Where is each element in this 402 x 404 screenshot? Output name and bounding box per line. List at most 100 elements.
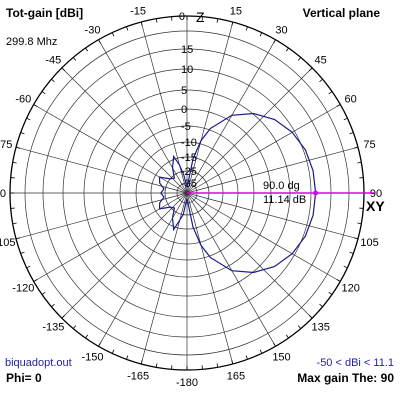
radial-tick-label: -25 bbox=[181, 166, 197, 178]
ring-tick bbox=[245, 26, 248, 31]
ring-tick bbox=[72, 57, 77, 61]
angle-tick-label: -135 bbox=[42, 322, 64, 334]
chart-title: Tot-gain [dBi] bbox=[6, 6, 84, 20]
angle-tick-label: 15 bbox=[230, 5, 242, 17]
ring-tick bbox=[111, 349, 115, 354]
ring-tick bbox=[259, 349, 263, 354]
angle-tick-label: -180 bbox=[176, 377, 198, 389]
grid-spoke bbox=[186, 192, 276, 347]
ring-tick bbox=[216, 18, 219, 23]
ring-tick bbox=[41, 291, 46, 295]
ring-tick bbox=[354, 237, 359, 240]
angle-tick-label: -60 bbox=[15, 94, 31, 106]
grid-spoke bbox=[186, 67, 313, 194]
grid-spoke bbox=[186, 192, 359, 240]
ring-tick bbox=[20, 251, 25, 254]
radial-tick-label: 15 bbox=[181, 44, 193, 56]
ring-tick bbox=[328, 91, 333, 95]
ring-tick bbox=[343, 117, 348, 121]
ring-tick bbox=[231, 21, 234, 26]
ring-tick bbox=[259, 32, 263, 37]
ring-tick bbox=[309, 67, 313, 71]
ring-tick bbox=[51, 78, 55, 83]
ring-tick bbox=[349, 132, 354, 135]
angle-tick-label: 165 bbox=[227, 371, 245, 383]
ring-tick bbox=[33, 104, 38, 107]
ring-tick bbox=[98, 342, 101, 347]
phi-label: Phi= 0 bbox=[6, 371, 42, 385]
radial-tick-label: 5 bbox=[181, 85, 187, 97]
grid-spoke bbox=[186, 39, 276, 194]
ring-tick bbox=[357, 222, 362, 225]
ring-tick bbox=[155, 18, 158, 23]
angle-tick-label: 150 bbox=[272, 352, 290, 364]
angle-labels: 0 153045607590105120135150165-180-165-150… bbox=[0, 5, 382, 389]
z-axis-label: Z bbox=[196, 9, 205, 25]
angle-tick-label: -165 bbox=[127, 371, 149, 383]
max-gain-label: Max gain The: 90 bbox=[297, 371, 394, 385]
angle-tick-label: -105 bbox=[0, 237, 15, 249]
ring-tick bbox=[216, 363, 219, 368]
ring-tick bbox=[285, 334, 289, 339]
angle-tick-label: -45 bbox=[45, 54, 61, 66]
grid-spoke bbox=[61, 67, 188, 194]
ring-tick bbox=[357, 161, 362, 164]
grid-spoke bbox=[61, 192, 188, 319]
max-gain-marker: 90.0 dg 11.14 dB bbox=[187, 180, 374, 206]
angle-tick-label: 135 bbox=[311, 322, 329, 334]
ring-tick bbox=[319, 303, 323, 308]
ring-tick bbox=[140, 360, 143, 365]
ring-tick bbox=[51, 303, 55, 308]
grid-spoke bbox=[186, 192, 234, 365]
ring-tick bbox=[273, 342, 276, 347]
ring-tick bbox=[349, 251, 354, 254]
grid-spoke bbox=[15, 192, 188, 240]
radial-tick-label: -5 bbox=[181, 121, 191, 133]
grid-spoke bbox=[186, 192, 341, 282]
angle-tick-label: -15 bbox=[130, 5, 146, 17]
ring-tick bbox=[126, 26, 129, 31]
ring-tick bbox=[15, 237, 20, 240]
ring-tick bbox=[285, 47, 289, 52]
marker-angle-label: 90.0 dg bbox=[263, 180, 300, 192]
ring-tick bbox=[354, 146, 359, 149]
ring-tick bbox=[155, 363, 158, 368]
ring-tick bbox=[61, 67, 65, 71]
ring-tick bbox=[85, 334, 89, 339]
ring-tick bbox=[140, 21, 143, 26]
angle-tick-label: -30 bbox=[85, 24, 101, 36]
ring-tick bbox=[309, 315, 313, 319]
radial-tick-label: 10 bbox=[181, 64, 193, 76]
grid-spoke bbox=[186, 146, 359, 194]
grid-spoke bbox=[186, 192, 313, 319]
angle-tick-label: 30 bbox=[275, 24, 287, 36]
ring-tick bbox=[98, 39, 101, 44]
angle-tick-label: 75 bbox=[363, 139, 375, 151]
marker-gain-label: 11.14 dB bbox=[263, 194, 306, 206]
ring-tick bbox=[319, 78, 323, 83]
angle-tick-label: -120 bbox=[12, 283, 34, 295]
angle-tick-label: -150 bbox=[81, 352, 103, 364]
grid-spoke bbox=[98, 192, 188, 347]
ring-tick bbox=[20, 132, 25, 135]
ring-tick bbox=[33, 279, 38, 282]
ring-tick bbox=[328, 291, 333, 295]
radial-tick-label: 0 bbox=[181, 104, 187, 116]
ring-tick bbox=[26, 265, 31, 269]
angle-tick-label: 0 bbox=[179, 11, 185, 23]
angle-tick-label: 45 bbox=[315, 54, 327, 66]
angle-tick-label: 60 bbox=[345, 94, 357, 106]
ring-tick bbox=[297, 325, 302, 329]
radial-tick-label: -15 bbox=[181, 152, 197, 164]
grid-spoke bbox=[33, 192, 188, 282]
ring-tick bbox=[72, 325, 77, 329]
angle-tick-label: 90 bbox=[370, 188, 382, 200]
ring-tick bbox=[336, 279, 341, 282]
angle-tick-label: 120 bbox=[341, 283, 359, 295]
ring-tick bbox=[15, 146, 20, 149]
grid-spoke bbox=[186, 21, 234, 194]
gain-pattern-line bbox=[158, 112, 317, 274]
ring-tick bbox=[245, 355, 248, 360]
ring-tick bbox=[12, 161, 17, 164]
